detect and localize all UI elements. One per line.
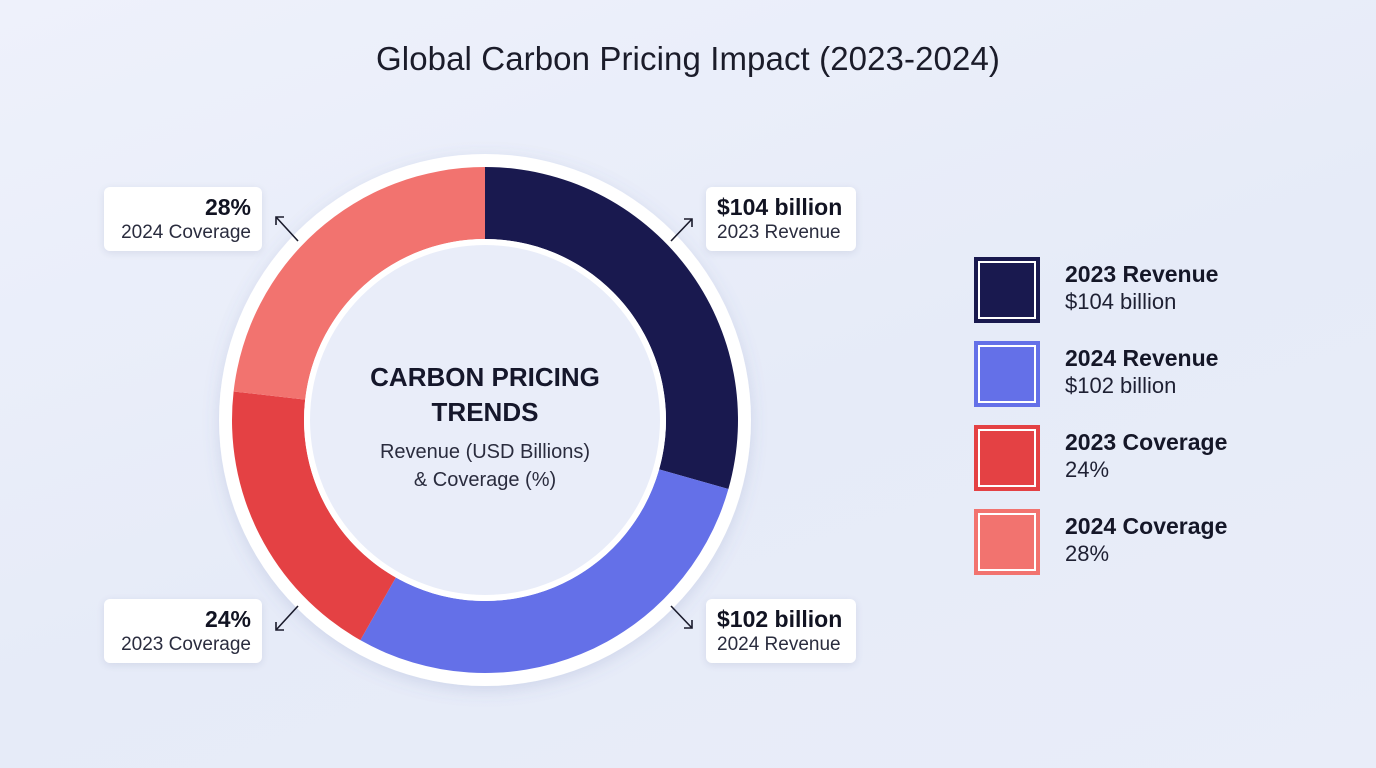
legend-value: $102 billion	[1065, 373, 1177, 398]
legend-swatch	[974, 509, 1040, 575]
arrow-cov2023	[275, 605, 299, 631]
legend-value: 28%	[1065, 541, 1110, 566]
callout-value: $102 billion	[717, 606, 843, 632]
callout-2024-coverage: 28% 2024 Coverage	[104, 187, 262, 251]
callout-label: 2024 Coverage	[121, 222, 251, 243]
legend-text: 2023 Coverage 24%	[1065, 428, 1227, 484]
donut-hole	[310, 245, 660, 595]
callout-label: 2024 Revenue	[717, 634, 841, 655]
arrow-cov2024	[275, 216, 299, 242]
legend-swatch	[974, 341, 1040, 407]
legend-name: 2023 Coverage	[1065, 429, 1228, 455]
callout-2023-revenue: $104 billion 2023 Revenue	[706, 187, 856, 251]
arrow-rev2024	[670, 605, 693, 629]
donut-slices	[232, 167, 738, 674]
arrow-rev2023	[670, 218, 693, 242]
legend-name: 2024 Coverage	[1065, 513, 1228, 539]
legend-text: 2024 Revenue $102 billion	[1065, 344, 1218, 400]
center-subtitle-line2: & Coverage (%)	[413, 469, 557, 491]
chart-title: Global Carbon Pricing Impact (2023-2024)	[376, 40, 1000, 77]
callout-label: 2023 Revenue	[717, 222, 841, 243]
legend-name: 2024 Revenue	[1065, 345, 1219, 371]
center-title: CARBON PRICING TRENDS	[370, 362, 600, 427]
callout-arrows	[275, 216, 693, 631]
callout-value: 28%	[204, 194, 251, 220]
slice-2024-revenue	[360, 469, 729, 674]
slice-2024-coverage	[233, 167, 485, 400]
callout-label: 2023 Coverage	[121, 634, 251, 655]
legend-text: 2023 Revenue $104 billion	[1065, 260, 1218, 316]
legend-value: $104 billion	[1065, 289, 1177, 314]
center-subtitle: Revenue (USD Billions) & Coverage (%)	[335, 438, 635, 494]
callout-2024-revenue: $102 billion 2024 Revenue	[706, 599, 856, 663]
legend-value: 24%	[1065, 457, 1110, 482]
legend-swatch	[974, 425, 1040, 491]
slice-2023-coverage	[232, 391, 396, 641]
slice-2023-revenue	[485, 167, 738, 490]
callout-2023-coverage: 24% 2023 Coverage	[104, 599, 262, 663]
donut-center-label: CARBON PRICING TRENDS Revenue (USD Billi…	[335, 360, 635, 494]
legend-swatch	[974, 257, 1040, 323]
legend-name: 2023 Revenue	[1065, 261, 1219, 287]
legend-text: 2024 Coverage 28%	[1065, 512, 1227, 568]
center-subtitle-line1: Revenue (USD Billions)	[379, 441, 591, 463]
callout-value: 24%	[204, 606, 251, 632]
callout-value: $104 billion	[717, 194, 843, 220]
